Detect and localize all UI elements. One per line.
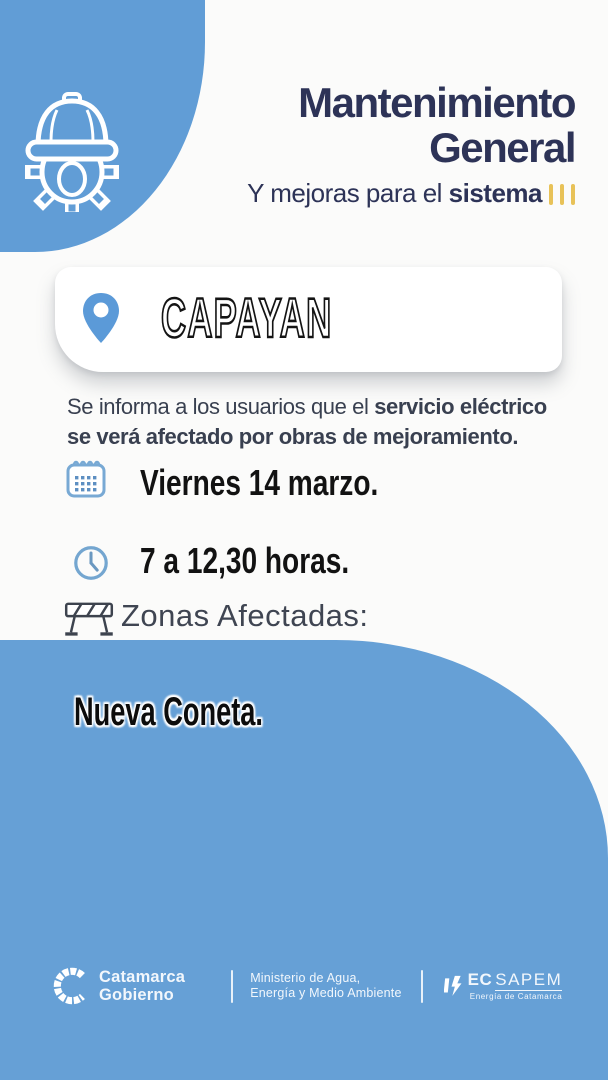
company-subtitle: Energía de Catamarca	[469, 992, 563, 1001]
helmet-gear-icon	[25, 92, 119, 212]
subtitle-bold: sistema	[448, 178, 543, 208]
ministry-name: Ministerio de Agua, Energía y Medio Ambi…	[250, 971, 401, 1002]
gov-line1: Catamarca	[99, 968, 186, 986]
affected-zones-section: Nueva Coneta. Catamarca Gobierno Ministe…	[0, 640, 608, 1080]
accent-bar-icon	[549, 184, 553, 205]
affected-zone-name: Nueva Coneta.	[74, 690, 263, 734]
clock-icon	[74, 546, 108, 580]
notice-bold-line2: se verá afectado por obras de mejoramien…	[67, 424, 519, 449]
company-name: EC SAPEM	[467, 970, 563, 991]
location-name: CAPAYAN	[160, 284, 333, 350]
company-ec: EC	[467, 970, 493, 989]
header: Mantenimiento General Y mejoras para el …	[247, 79, 576, 209]
notice-bold-inline: servicio eléctrico	[374, 394, 547, 419]
location-pin-icon	[83, 293, 119, 343]
page-title: Mantenimiento General	[247, 79, 576, 171]
footer-divider	[420, 969, 423, 1003]
energy-bolt-icon	[443, 975, 462, 996]
gov-line2: Gobierno	[99, 986, 174, 1004]
time-label: 7 a 12,30 horas.	[140, 540, 350, 581]
accent-bar-icon	[571, 184, 575, 205]
company-logo: EC SAPEM Energía de Catamarca	[443, 970, 563, 1001]
catamarca-logo-icon	[53, 967, 85, 1005]
notice-text: Se informa a los usuarios que el servici…	[67, 392, 572, 452]
company-sapem: SAPEM	[495, 970, 563, 991]
ministry-line1: Ministerio de Agua,	[250, 970, 361, 985]
company-text: EC SAPEM Energía de Catamarca	[467, 970, 563, 1001]
header-blue-shape	[0, 0, 205, 252]
page-subtitle: Y mejoras para el sistema	[247, 178, 575, 209]
footer: Catamarca Gobierno Ministerio de Agua, E…	[52, 958, 563, 1014]
zones-label: Zonas Afectadas:	[121, 598, 369, 633]
title-line1: Mantenimiento	[298, 79, 576, 126]
calendar-icon	[66, 460, 106, 498]
gov-name: Catamarca Gobierno	[99, 968, 185, 1004]
title-line2: General	[429, 124, 576, 171]
location-card: CAPAYAN	[55, 267, 562, 372]
accent-bar-icon	[560, 184, 564, 205]
date-label: Viernes 14 marzo.	[140, 462, 379, 503]
barrier-icon	[64, 602, 114, 636]
footer-divider	[231, 969, 234, 1003]
subtitle-text: Y mejoras para el	[247, 178, 449, 208]
notice-regular: Se informa a los usuarios que el	[67, 394, 375, 419]
ministry-line2: Energía y Medio Ambiente	[250, 986, 402, 1000]
